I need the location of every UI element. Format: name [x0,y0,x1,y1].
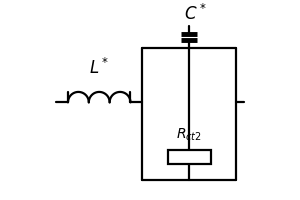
Text: $C^*$: $C^*$ [184,4,206,24]
FancyBboxPatch shape [168,150,211,164]
Text: $R_{ct2}$: $R_{ct2}$ [176,126,202,143]
Text: $L^*$: $L^*$ [89,58,109,78]
